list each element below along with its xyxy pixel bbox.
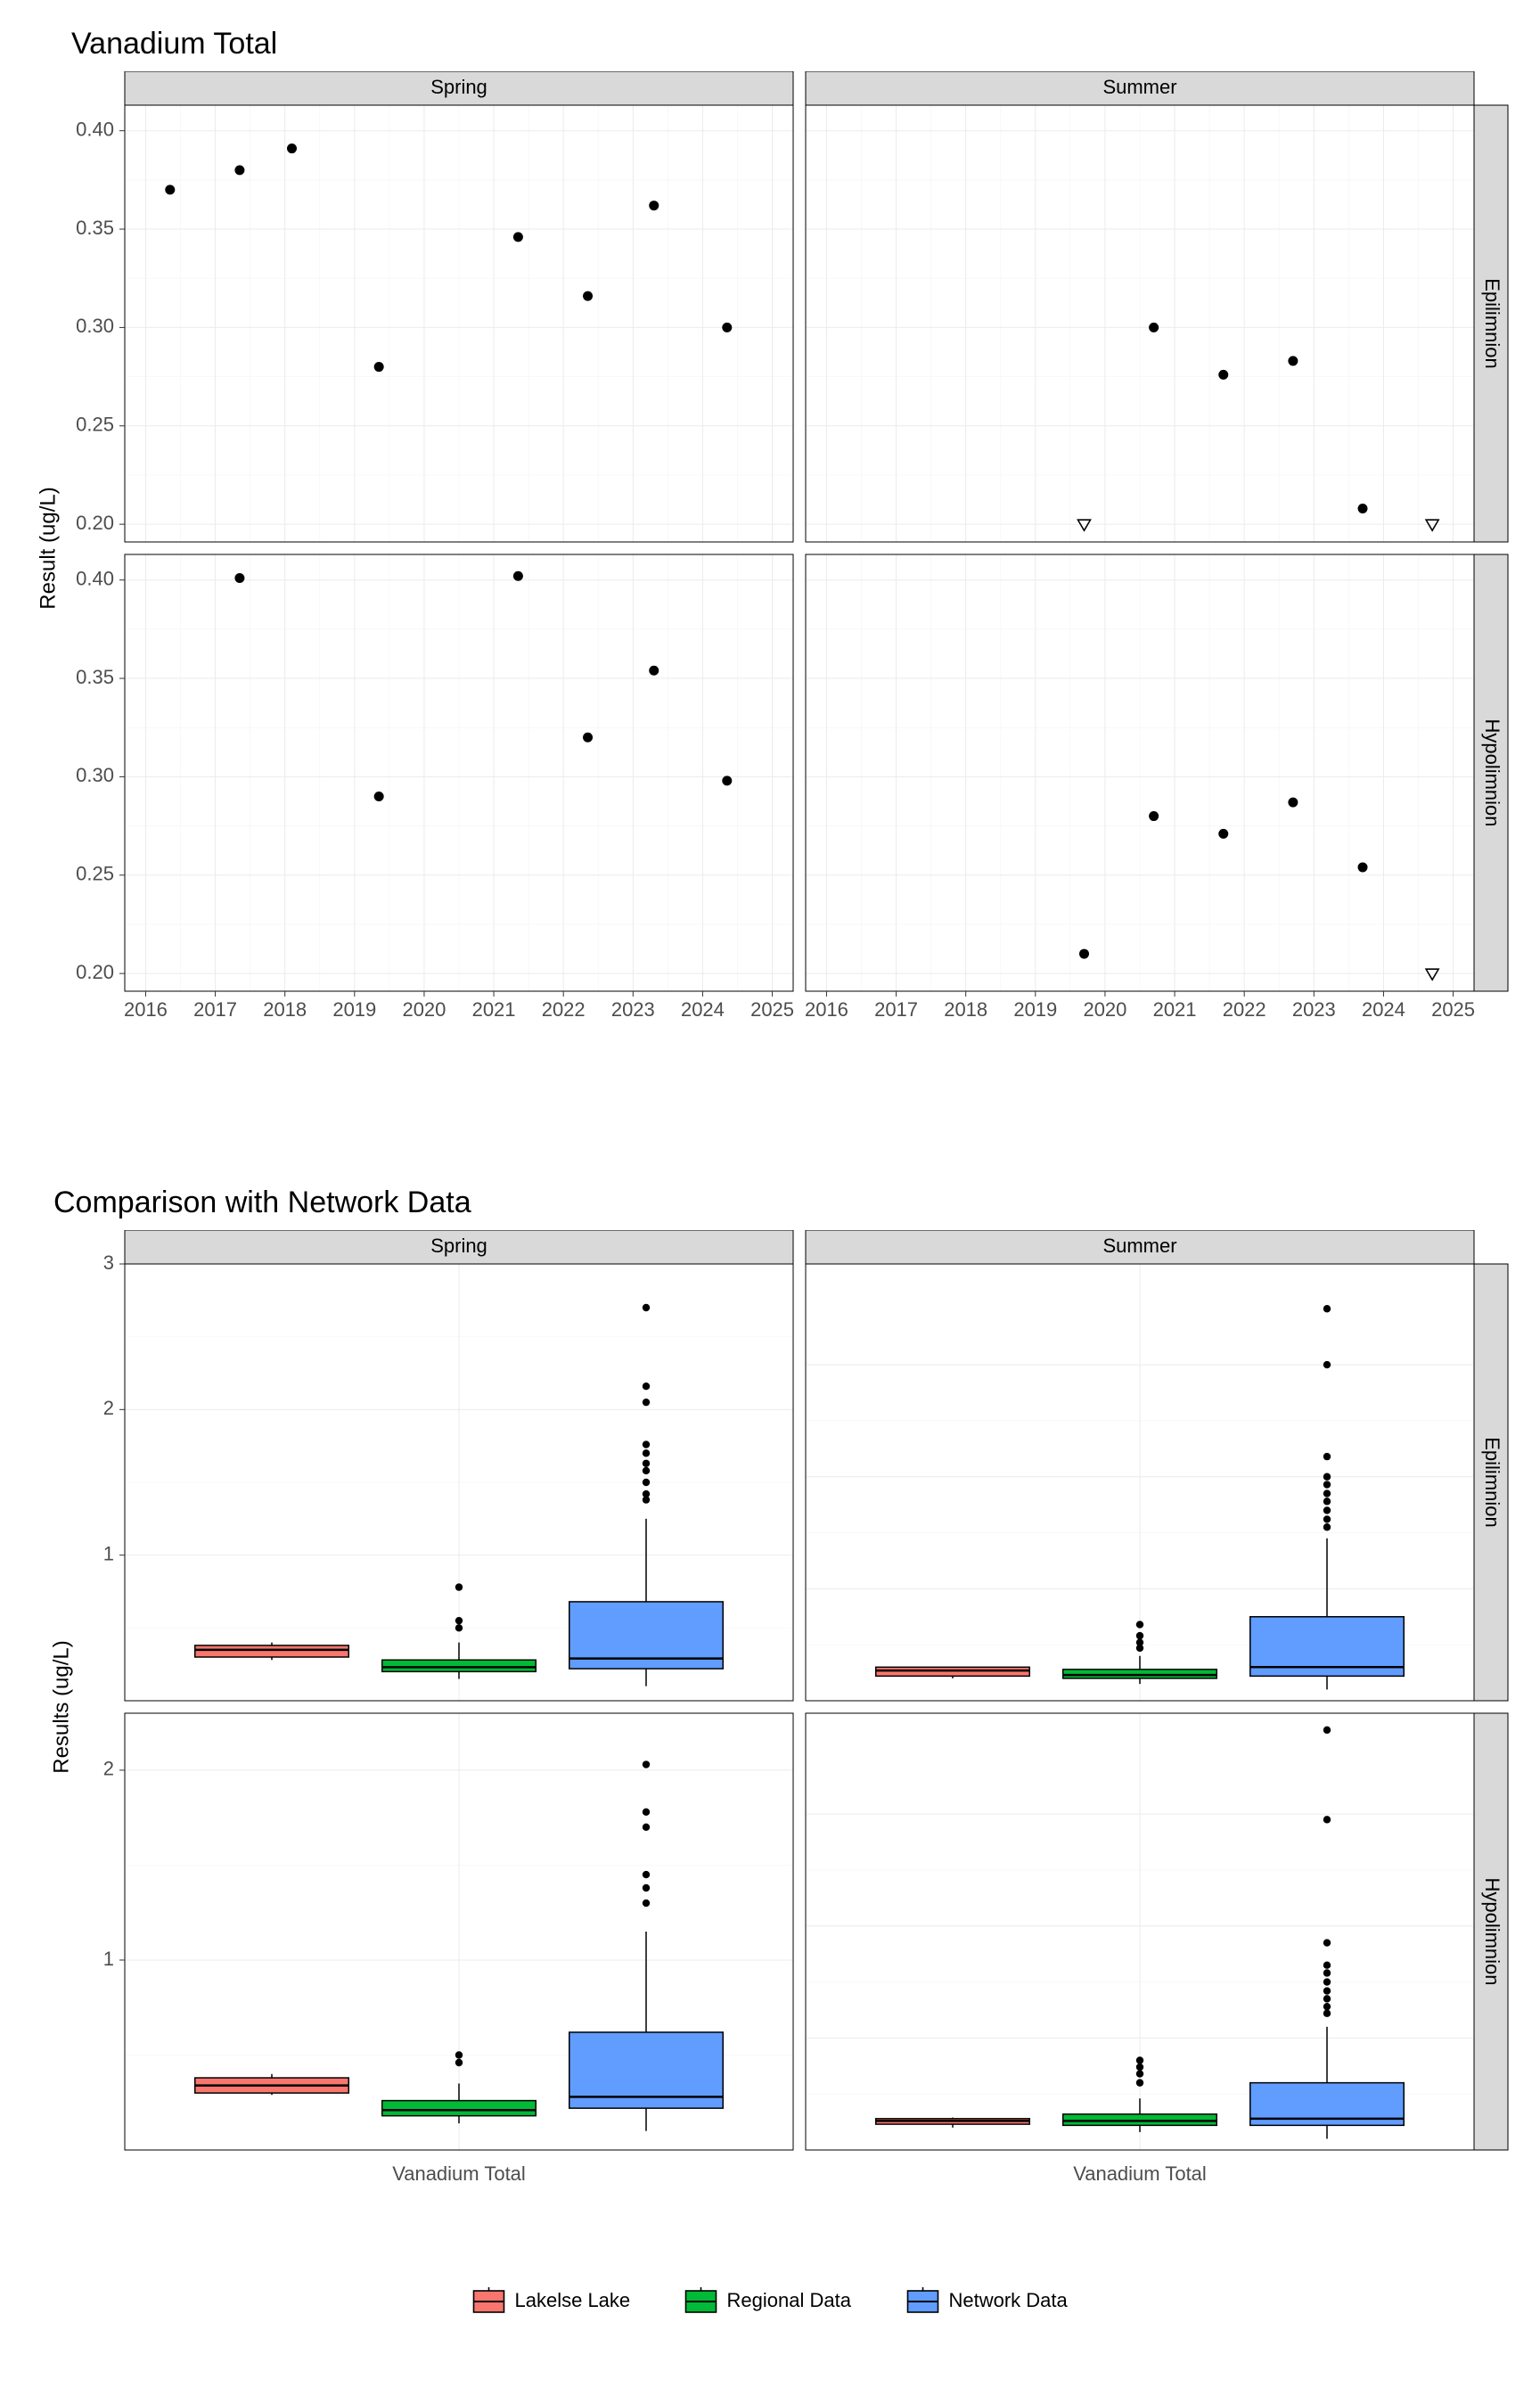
svg-text:2022: 2022 — [1223, 998, 1266, 1021]
svg-text:0.20: 0.20 — [76, 512, 114, 534]
svg-text:0.25: 0.25 — [76, 414, 114, 436]
svg-text:0.20: 0.20 — [76, 961, 114, 983]
svg-text:Spring: Spring — [430, 1235, 487, 1257]
svg-text:2016: 2016 — [805, 998, 848, 1021]
svg-text:Vanadium Total: Vanadium Total — [1073, 2162, 1207, 2185]
svg-text:2024: 2024 — [681, 998, 725, 1021]
svg-text:Hypolimnion: Hypolimnion — [1481, 718, 1503, 826]
boxplot-facet-grid: Spring Summer Epilimnion Hypolimnion 1 2 3 1 2 Va… — [0, 1230, 1540, 2257]
svg-text:2022: 2022 — [542, 998, 586, 1021]
svg-text:Result (ug/L): Result (ug/L) — [36, 487, 60, 609]
svg-text:2020: 2020 — [402, 998, 446, 1021]
svg-text:2024: 2024 — [1362, 998, 1405, 1021]
svg-text:Hypolimnion: Hypolimnion — [1481, 1877, 1503, 1985]
svg-text:2023: 2023 — [1292, 998, 1336, 1021]
svg-text:2020: 2020 — [1083, 998, 1126, 1021]
svg-text:2025: 2025 — [750, 998, 794, 1021]
svg-text:Network Data: Network Data — [949, 2289, 1069, 2311]
svg-text:0.35: 0.35 — [76, 217, 114, 239]
svg-text:Vanadium Total: Vanadium Total — [392, 2162, 526, 2185]
svg-text:Summer: Summer — [1102, 76, 1176, 98]
svg-text:2023: 2023 — [611, 998, 655, 1021]
svg-text:2019: 2019 — [1013, 998, 1057, 1021]
svg-text:2: 2 — [103, 1397, 114, 1419]
svg-text:2017: 2017 — [874, 998, 918, 1021]
page: Vanadium Total Comparison with Network D… — [0, 0, 1540, 2396]
svg-text:0.35: 0.35 — [76, 666, 114, 688]
svg-text:2021: 2021 — [472, 998, 516, 1021]
svg-text:Epilimnion: Epilimnion — [1481, 1437, 1503, 1528]
svg-text:0.40: 0.40 — [76, 119, 114, 141]
svg-text:Lakelse Lake: Lakelse Lake — [515, 2289, 631, 2311]
svg-text:2: 2 — [103, 1758, 114, 1780]
svg-text:1: 1 — [103, 1542, 114, 1564]
svg-text:0.25: 0.25 — [76, 863, 114, 885]
svg-text:0.30: 0.30 — [76, 315, 114, 337]
chart-title-2: Comparison with Network Data — [53, 1186, 471, 1220]
svg-text:3: 3 — [103, 1251, 114, 1274]
svg-text:1: 1 — [103, 1948, 114, 1970]
svg-text:Spring: Spring — [430, 76, 487, 98]
svg-text:2019: 2019 — [332, 998, 376, 1021]
svg-text:0.40: 0.40 — [76, 568, 114, 590]
svg-text:Epilimnion: Epilimnion — [1481, 278, 1503, 369]
svg-text:2017: 2017 — [193, 998, 237, 1021]
svg-text:2021: 2021 — [1153, 998, 1197, 1021]
svg-text:Regional Data: Regional Data — [727, 2289, 852, 2311]
svg-text:2016: 2016 — [124, 998, 168, 1021]
legend: Lakelse Lake Regional Data Network Data — [0, 2282, 1540, 2335]
svg-text:Summer: Summer — [1102, 1235, 1176, 1257]
chart-title-1: Vanadium Total — [71, 27, 277, 62]
svg-text:2018: 2018 — [944, 998, 987, 1021]
scatter-facet-grid: Spring Summer Epilimnion Hypolimnion 0.20 0.2… — [0, 71, 1540, 1098]
svg-text:2018: 2018 — [263, 998, 307, 1021]
svg-text:2025: 2025 — [1431, 998, 1475, 1021]
svg-text:Results (ug/L): Results (ug/L) — [49, 1640, 73, 1773]
svg-text:0.30: 0.30 — [76, 764, 114, 786]
